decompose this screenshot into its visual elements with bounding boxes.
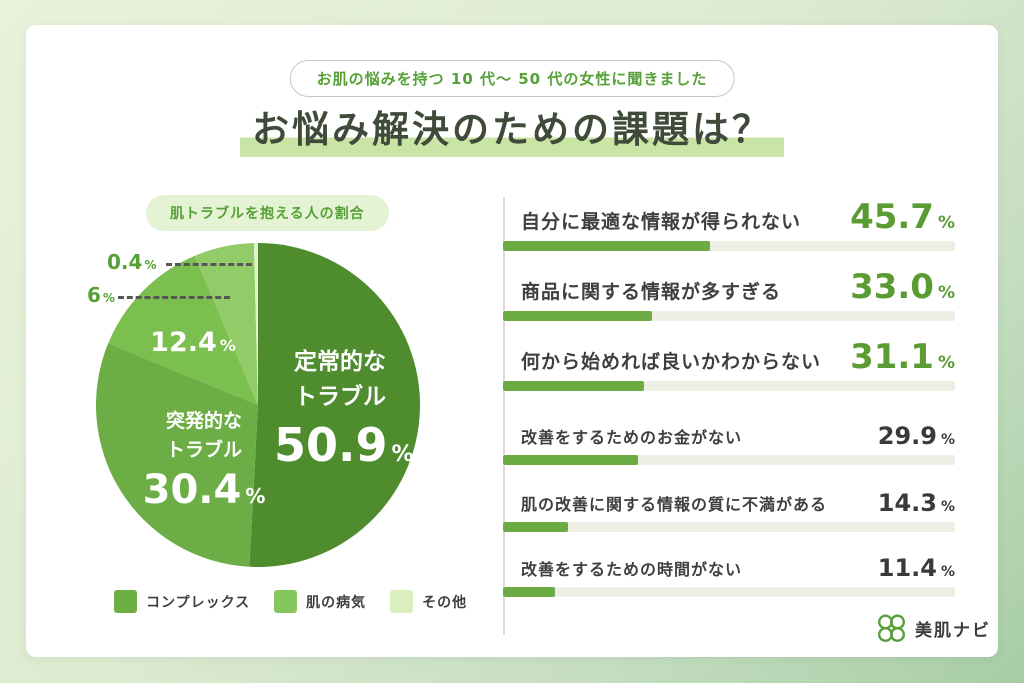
bar-row-head: 肌の改善に関する情報の質に不満がある 14.3% — [521, 489, 955, 517]
bar-row-value: 45.7% — [850, 197, 955, 237]
percent-sign: % — [937, 283, 955, 303]
leader-line-skin-disease — [118, 296, 230, 299]
pie-slice-name: 定常的なトラブル — [294, 349, 386, 410]
bar-fill — [503, 241, 710, 251]
survey-audience-text: お肌の悩みを持つ 10 代〜 50 代の女性に聞きました — [316, 70, 708, 88]
pie-label-skin-disease: 6% — [87, 283, 115, 307]
percent-sign: % — [940, 432, 955, 448]
pie-label-regular-trouble: 定常的なトラブル 50.9% — [274, 345, 414, 472]
pie-svg — [95, 243, 421, 567]
bar-row-value: 11.4% — [877, 554, 955, 582]
pie-label-other: 0.4% — [107, 250, 157, 274]
percent-sign: % — [937, 353, 955, 373]
brand-logo-text: 美肌ナビ — [915, 621, 991, 641]
bar-row-head: 商品に関する情報が多すぎる 33.0% — [521, 267, 955, 307]
bar-track — [503, 241, 955, 251]
legend-item-complex: コンプレックス — [114, 590, 250, 613]
bar-track — [503, 311, 955, 321]
pie-slice-value: 50.9% — [274, 418, 414, 472]
bar-fill — [503, 455, 639, 465]
percent-sign: % — [940, 499, 955, 515]
percent-sign: % — [391, 442, 414, 467]
bar-fill — [503, 311, 653, 321]
bar-row-head: 改善をするための時間がない 11.4% — [521, 554, 955, 582]
bar-fill — [503, 587, 555, 597]
bar-row-value: 29.9% — [877, 422, 955, 450]
legend-swatch — [114, 590, 137, 613]
bar-row: 自分に最適な情報が得られない 45.7% — [503, 200, 955, 251]
bar-row-value: 31.1% — [850, 337, 955, 377]
percent-sign: % — [102, 291, 115, 305]
brand-logo: 美肌ナビ — [876, 613, 991, 644]
bar-chart-axis — [503, 197, 505, 635]
pie-slice-4 — [253, 243, 258, 405]
percent-sign: % — [937, 213, 955, 233]
bar-row: 商品に関する情報が多すぎる 33.0% — [503, 270, 955, 321]
pie-slice-0 — [249, 243, 421, 567]
percent-sign: % — [940, 564, 955, 580]
leader-line-other — [166, 263, 252, 266]
bar-row: 肌の改善に関する情報の質に不満がある 14.3% — [503, 491, 955, 532]
bar-row: 改善をするためのお金がない 29.9% — [503, 424, 955, 465]
clover-logo-icon — [877, 614, 906, 643]
legend-item-skin-disease: 肌の病気 — [274, 590, 366, 613]
legend-swatch — [390, 590, 414, 613]
bar-row-value: 14.3% — [877, 489, 955, 517]
bar-fill — [503, 381, 644, 391]
bar-row-head: 改善をするためのお金がない 29.9% — [521, 422, 955, 450]
page-title: お悩み解決のための課題は？ — [26, 103, 998, 157]
percent-sign: % — [245, 484, 266, 508]
pie-label-sudden-trouble: 突発的なトラブル 30.4% — [138, 407, 270, 512]
percent-sign: % — [219, 336, 236, 355]
bar-row-head: 何から始めれば良いかわからない 31.1% — [521, 337, 955, 377]
pie-slice-2 — [108, 255, 258, 405]
survey-audience-badge: お肌の悩みを持つ 10 代〜 50 代の女性に聞きました — [289, 60, 735, 97]
bar-row-head: 自分に最適な情報が得られない 45.7% — [521, 197, 955, 237]
bar-track — [503, 455, 955, 465]
pie-slice-value: 30.4% — [142, 467, 266, 513]
bar-row: 何から始めれば良いかわからない 31.1% — [503, 340, 955, 391]
pie-slice-1 — [95, 343, 258, 567]
percent-sign: % — [144, 258, 157, 272]
pie-label-complex: 12.4% — [150, 327, 236, 358]
pie-legend: コンプレックス 肌の病気 その他 — [114, 590, 467, 613]
bar-row-value: 33.0% — [850, 267, 955, 307]
bar-track — [503, 381, 955, 391]
pie-slice-3 — [194, 243, 258, 405]
infographic-card: お肌の悩みを持つ 10 代〜 50 代の女性に聞きました お悩み解決のための課題… — [26, 25, 998, 657]
pie-chart — [95, 243, 421, 567]
legend-swatch — [274, 590, 298, 613]
pie-caption-text: 肌トラブルを抱える人の割合 — [170, 206, 365, 222]
bar-track — [503, 587, 955, 597]
page-title-text: お悩み解決のための課題は？ — [240, 103, 784, 157]
bar-track — [503, 522, 955, 532]
bar-fill — [503, 522, 568, 532]
pie-caption-pill: 肌トラブルを抱える人の割合 — [146, 195, 389, 231]
pie-slice-name: 突発的なトラブル — [166, 410, 243, 461]
bar-row: 改善をするための時間がない 11.4% — [503, 556, 955, 597]
legend-item-other: その他 — [390, 590, 467, 613]
